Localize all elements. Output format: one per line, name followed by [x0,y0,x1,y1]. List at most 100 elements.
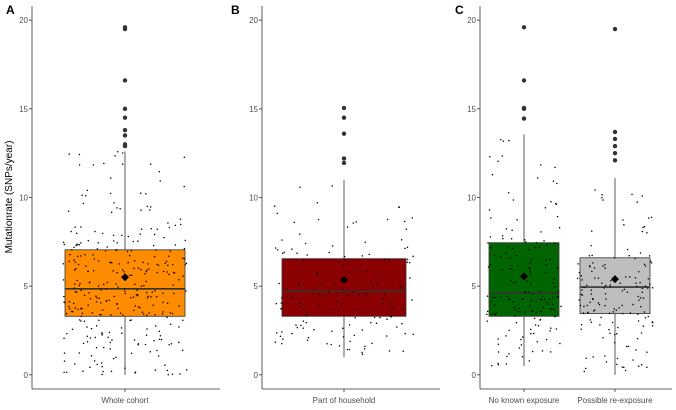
data-point [647,315,650,318]
data-point [518,347,521,349]
data-point [89,337,92,339]
data-point [73,269,76,271]
data-point [130,250,133,252]
data-point [604,264,606,266]
data-point [367,311,369,313]
data-point [545,263,547,266]
category-possible-re-exposure: Possible re-exposure [576,26,654,405]
y-tick-label: 5 [472,282,477,291]
data-point [90,355,93,357]
data-point [154,289,156,292]
data-point [489,264,492,266]
outlier-point [612,158,618,163]
data-point [95,295,97,298]
data-point [116,242,118,244]
data-point [506,246,509,248]
data-point [94,230,96,233]
data-point [539,164,542,166]
data-point [583,305,585,308]
data-point [486,310,489,313]
data-point [529,268,531,271]
data-point [391,282,394,285]
data-point [605,361,608,363]
data-point [552,282,555,284]
data-point [94,336,97,339]
data-point [103,162,105,165]
data-point [152,244,155,247]
data-point [146,269,148,271]
data-point [557,296,560,298]
data-point [592,262,594,264]
data-point [487,266,490,268]
data-point [71,249,73,251]
data-point [152,304,154,306]
data-point [393,307,396,309]
data-point [546,244,548,246]
data-point [126,250,129,253]
data-point [404,247,406,250]
data-point [130,274,133,277]
data-point [97,285,100,287]
data-point [184,239,186,242]
data-point [123,290,126,292]
data-point [644,316,647,319]
data-point [331,185,334,187]
data-point [486,320,488,322]
data-point [130,319,132,321]
data-point [518,307,520,310]
data-point [642,226,644,229]
data-point [124,292,127,295]
outlier-point [612,143,618,149]
data-point [411,299,413,301]
data-point [549,298,551,301]
data-point [166,369,169,372]
data-point [651,324,654,327]
data-point [106,246,108,248]
data-point [317,272,319,275]
data-point [158,170,161,173]
data-point [522,336,524,338]
data-point [129,274,131,277]
panel-letter: C [455,3,464,17]
data-point [609,332,611,335]
data-point [592,310,595,312]
data-point [108,299,110,301]
data-point [318,304,321,306]
data-point [556,215,559,218]
data-point [82,370,84,372]
data-point [545,259,547,261]
data-point [408,261,411,264]
data-point [328,308,330,311]
data-point [557,266,559,269]
data-point [621,366,624,368]
data-point [510,268,513,270]
data-point [493,254,496,257]
data-point [137,306,140,308]
data-point [621,289,624,292]
data-point [347,259,349,262]
data-point [62,241,65,243]
data-point [535,300,537,303]
data-point [156,263,158,266]
data-point [602,337,604,339]
data-point [538,290,541,293]
data-point [590,289,593,291]
data-point [111,339,113,341]
outlier-point [612,129,618,135]
data-point [615,333,618,335]
data-point [296,326,299,329]
data-point [646,287,649,289]
data-point [366,270,369,273]
data-point [63,295,65,298]
data-point [359,281,361,284]
data-point [142,261,144,264]
data-point [145,334,148,336]
data-point [486,313,488,316]
data-point [144,193,147,195]
data-point [109,177,112,179]
data-point [646,351,648,353]
data-point [146,297,149,299]
data-point [375,322,378,324]
data-point [636,201,638,203]
data-point [153,233,156,236]
